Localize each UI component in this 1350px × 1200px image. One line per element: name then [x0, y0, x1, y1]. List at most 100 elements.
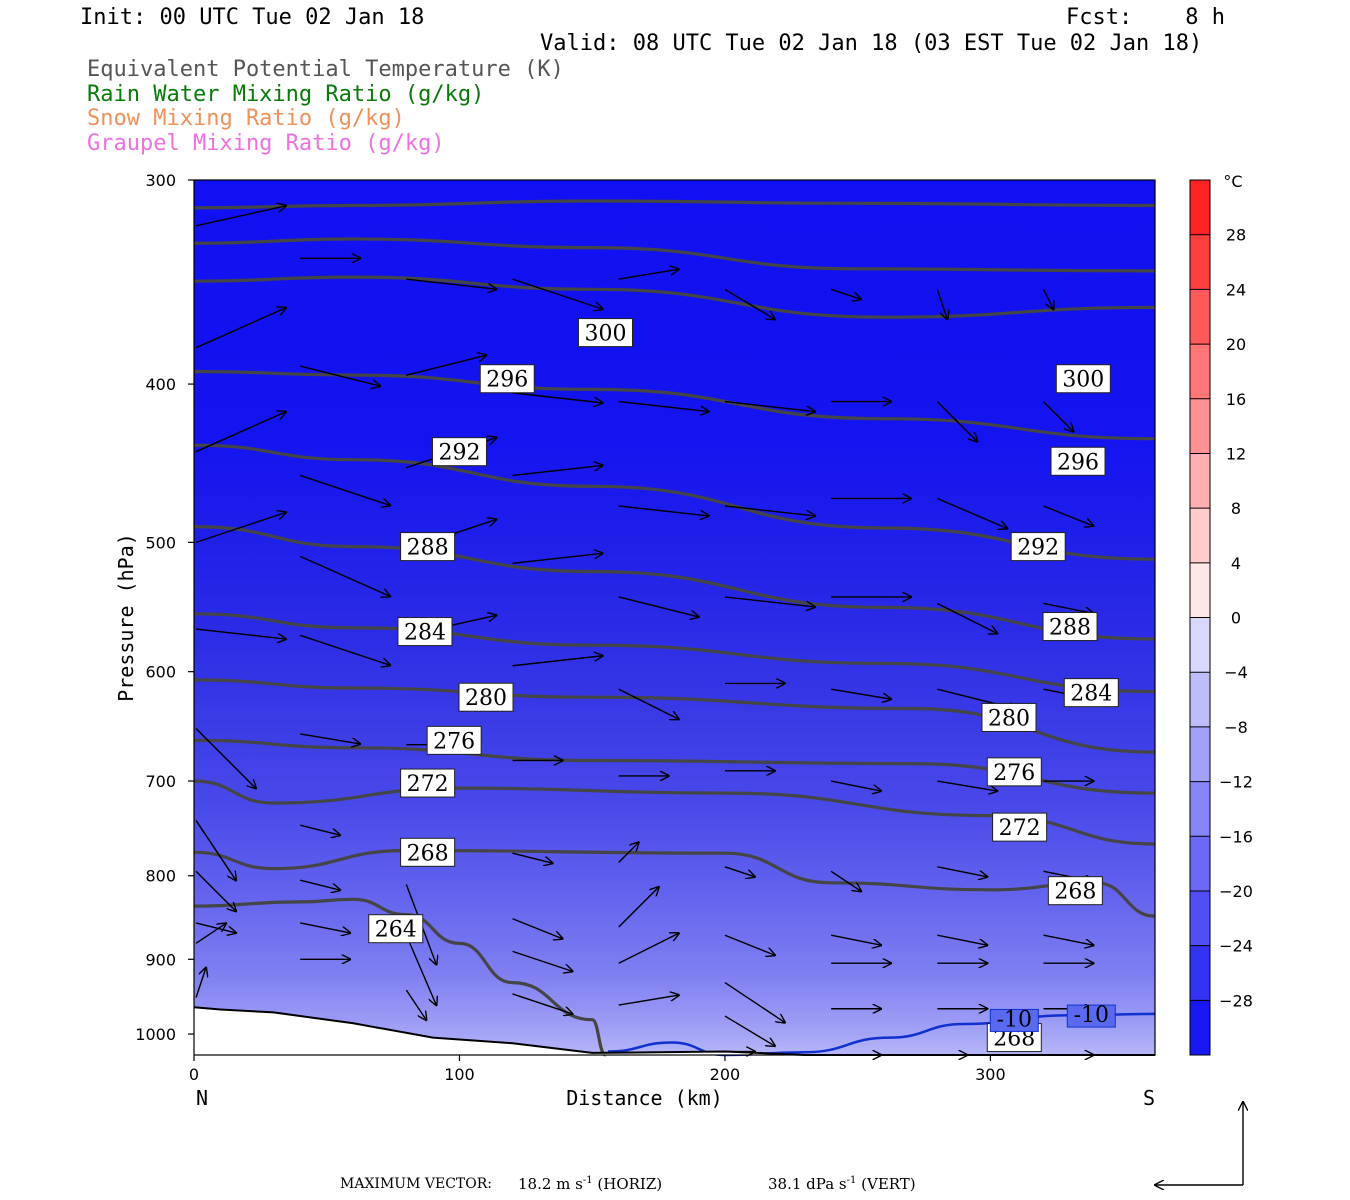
axes: 300 400 500 600 700 800 900 1000 0 100 200 300 Dista… — [114, 171, 1156, 1110]
field-legend-graupel: Graupel Mixing Ratio (g/kg) — [87, 131, 445, 156]
wind-vector — [195, 870, 236, 911]
vert-exponent: -1 — [846, 1175, 857, 1186]
colorbar-unit: °C — [1223, 172, 1242, 191]
vert-value: 38.1 dPa s — [768, 1175, 847, 1193]
theta-e-contour-284 — [193, 612, 1156, 694]
y-tick-label: 300 — [145, 171, 176, 190]
contour-label-text: 280 — [465, 686, 507, 711]
contour-label: 284 — [1063, 678, 1119, 708]
wind-vector — [618, 933, 679, 964]
wind-vector — [512, 465, 603, 477]
colorbar-tick-label: 8 — [1231, 499, 1241, 518]
wind-vector — [618, 842, 639, 863]
contour-label-box — [397, 617, 453, 647]
wind-vector — [299, 634, 390, 665]
wind-vector — [512, 553, 603, 565]
theta-e-contour-300 — [193, 199, 1156, 210]
wind-vector — [1043, 505, 1094, 526]
wind-vector — [937, 497, 1007, 528]
max-vector-horiz: 18.2 m s-1 (HORIZ) — [518, 1175, 662, 1193]
contour-label: 292 — [1010, 532, 1066, 562]
contour-label-box — [479, 364, 535, 394]
wind-vector — [300, 922, 350, 933]
terrain-line — [193, 1006, 1155, 1056]
colorbar-segment — [1190, 781, 1210, 837]
colorbar-tick-label: −16 — [1219, 827, 1253, 846]
wind-vector — [195, 412, 286, 453]
y-tick-label: 400 — [145, 375, 176, 394]
wind-vector — [618, 887, 659, 928]
temperature-shading — [194, 180, 1155, 1055]
contour-label: -10 — [989, 1007, 1039, 1032]
contour-label: 280 — [981, 702, 1037, 732]
colorbar-segment — [1190, 672, 1210, 728]
init-time: Init: 00 UTC Tue 02 Jan 18 — [80, 5, 425, 30]
wind-vector — [195, 512, 286, 544]
wind-vector — [405, 934, 436, 1005]
wind-vector — [195, 628, 286, 639]
temperature-contour--10 — [608, 1012, 1156, 1057]
colorbar-tick-label: −12 — [1219, 773, 1253, 792]
colorbar-tick-label: 20 — [1226, 335, 1246, 354]
wind-vector — [618, 688, 679, 719]
wind-vector — [724, 505, 815, 516]
contour-label: 288 — [1042, 612, 1098, 642]
wind-vector — [195, 923, 226, 944]
wind-vector — [618, 995, 679, 1006]
wind-vector — [1043, 602, 1094, 613]
wind-vector — [195, 820, 236, 880]
wind-vector — [405, 989, 426, 1020]
wind-vector — [831, 688, 891, 699]
vert-tag: (VERT) — [861, 1175, 916, 1193]
contour-label-box — [989, 1008, 1039, 1032]
colorbar-segment — [1190, 398, 1210, 454]
contour-label-text: 276 — [433, 729, 475, 754]
max-vector-vert: 38.1 dPa s-1 (VERT) — [768, 1175, 916, 1193]
wind-vector — [830, 934, 881, 945]
contour-label-box — [426, 725, 482, 755]
wind-vector — [1043, 401, 1074, 432]
contour-label-text: 284 — [1070, 682, 1112, 707]
wind-vector — [937, 934, 987, 945]
colorbar-tick-label: −20 — [1219, 882, 1253, 901]
wind-vector — [618, 505, 709, 516]
contour-label-box — [458, 682, 514, 712]
contour-label-box — [1050, 446, 1106, 476]
contour-label-box — [992, 812, 1048, 842]
wind-vector — [512, 656, 603, 667]
vector-key-icon — [1155, 1102, 1243, 1185]
wind-vector — [512, 278, 603, 309]
contour-label: 292 — [431, 437, 487, 467]
wind-vector — [618, 400, 709, 412]
colorbar-tick-label: 0 — [1231, 609, 1241, 628]
wind-vector — [1043, 934, 1094, 945]
contour-label-box — [1010, 532, 1066, 562]
colorbar-segment — [1190, 890, 1210, 947]
contour-label: 280 — [458, 682, 514, 712]
wind-vector — [936, 289, 947, 319]
terrain-fill — [194, 1007, 1155, 1055]
contour-label-text: 284 — [404, 621, 446, 646]
wind-vector — [724, 288, 775, 319]
field-legend-theta-e: Equivalent Potential Temperature (K) — [87, 57, 564, 82]
north-label: N — [196, 1086, 208, 1110]
theta-e-contour-292 — [193, 443, 1156, 561]
contour-label-text: 288 — [1049, 616, 1091, 641]
wind-vector — [300, 365, 380, 386]
contour-label-box — [400, 837, 456, 867]
temperature-contours — [608, 1012, 1156, 1057]
theta-e-contour-300 — [193, 275, 1156, 319]
colorbar-segment — [1190, 234, 1210, 290]
wind-vector — [300, 824, 340, 835]
wind-vector — [406, 278, 496, 289]
y-tick-label: 900 — [145, 950, 176, 969]
colorbar-tick-label: 16 — [1226, 390, 1246, 409]
contour-label-box — [400, 768, 456, 798]
colorbar-tick-label: −8 — [1224, 718, 1248, 737]
colorbar-tick-label: 12 — [1226, 444, 1246, 463]
contour-label-box — [1066, 1004, 1116, 1028]
colorbar-segment — [1190, 562, 1210, 618]
plot-frame — [193, 179, 1156, 1056]
wind-vector — [724, 866, 755, 877]
wind-vector — [299, 555, 390, 596]
